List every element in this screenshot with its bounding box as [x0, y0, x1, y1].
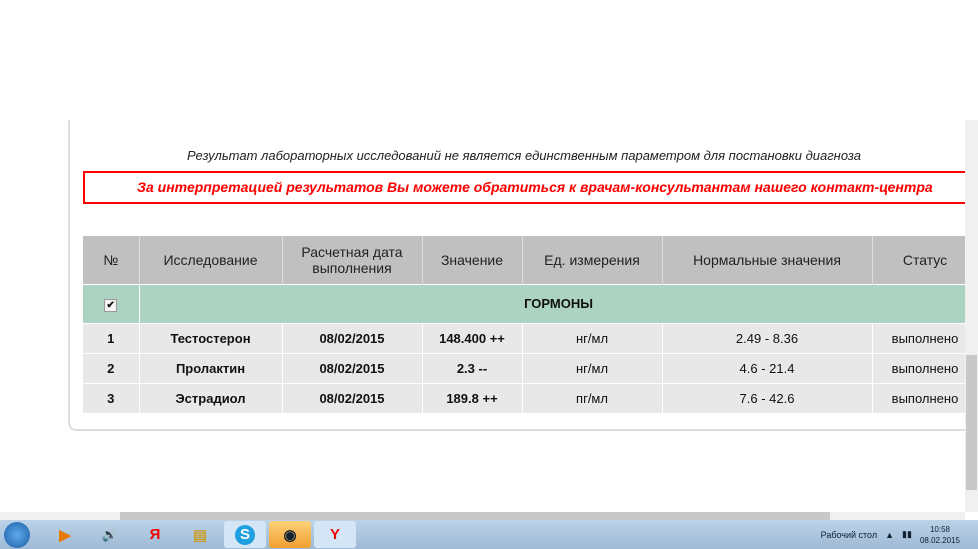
desktop-toolbar-label[interactable]: Рабочий стол — [820, 529, 878, 540]
start-button[interactable] — [4, 521, 30, 548]
row-date: 08/02/2015 — [282, 382, 423, 413]
col-date: Расчетная дата выполнения — [282, 236, 423, 284]
folder-icon[interactable]: ▤ — [192, 526, 208, 544]
row-status: выполнено — [872, 352, 978, 383]
table-header: № Исследование Расчетная дата выполнения… — [83, 236, 978, 284]
table-row: 2 Пролактин 08/02/2015 2.3 -- нг/мл 4.6 … — [83, 352, 978, 383]
disclaimer-text: Результат лабораторных исследований не я… — [186, 148, 862, 163]
vertical-scroll-thumb[interactable] — [966, 355, 977, 490]
col-unit: Ед. измерения — [522, 236, 663, 284]
clock-time: 10:58 — [929, 524, 950, 534]
row-unit: пг/мл — [522, 382, 663, 413]
table-row: 1 Тестостерон 08/02/2015 148.400 ++ нг/м… — [83, 322, 978, 353]
skype-icon[interactable]: S — [235, 524, 255, 545]
taskbar: ▶ 🔊 Я ▤ S ◉ Y Рабочий стол ▲ ▮▮ 10:58 08… — [0, 520, 978, 549]
horizontal-scroll-thumb[interactable] — [120, 512, 830, 520]
col-status: Статус — [872, 236, 978, 284]
row-norm: 7.6 - 42.6 — [662, 382, 873, 413]
clock[interactable]: 10:58 08.02.2015 — [920, 524, 960, 546]
group-row: ✔ ГОРМОНЫ — [83, 283, 978, 323]
group-checkbox[interactable]: ✔ — [104, 298, 118, 312]
row-norm: 2.49 - 8.36 — [662, 322, 873, 353]
row-value: 189.8 ++ — [422, 382, 523, 413]
media-player-icon[interactable]: ▶ — [59, 526, 71, 544]
row-date: 08/02/2015 — [282, 322, 423, 353]
col-value: Значение — [422, 236, 523, 284]
row-value: 2.3 -- — [422, 352, 523, 383]
col-norm: Нормальные значения — [662, 236, 873, 284]
tray-expand-icon[interactable]: ▲ — [885, 529, 895, 540]
row-number: 2 — [83, 352, 140, 383]
yandex-icon[interactable]: Я — [149, 526, 161, 543]
clock-date: 08.02.2015 — [919, 535, 960, 545]
results-table: № Исследование Расчетная дата выполнения… — [83, 236, 978, 413]
row-unit: нг/мл — [522, 352, 663, 383]
row-value: 148.400 ++ — [422, 322, 523, 353]
col-number: № — [83, 236, 140, 284]
row-status: выполнено — [872, 322, 978, 353]
row-test: Эстрадиол — [139, 382, 283, 413]
volume-icon[interactable]: 🔊 — [101, 526, 119, 542]
row-test: Пролактин — [139, 352, 283, 383]
row-date: 08/02/2015 — [282, 352, 423, 383]
col-test: Исследование — [139, 236, 283, 284]
yandex-browser-icon[interactable]: Y — [314, 521, 356, 548]
warning-box: За интерпретацией результатов Вы можете … — [83, 171, 978, 204]
row-number: 3 — [83, 382, 140, 413]
row-test: Тестостерон — [139, 322, 283, 353]
steam-icon[interactable]: ◉ — [269, 521, 311, 548]
row-number: 1 — [83, 322, 140, 353]
row-norm: 4.6 - 21.4 — [662, 352, 873, 383]
network-icon[interactable]: ▮▮ — [902, 529, 912, 539]
group-label: ГОРМОНЫ — [139, 283, 978, 323]
row-status: выполнено — [872, 382, 978, 413]
system-tray: Рабочий стол ▲ ▮▮ 10:58 08.02.2015 — [821, 524, 978, 546]
table-row: 3 Эстрадиол 08/02/2015 189.8 ++ пг/мл 7.… — [83, 382, 978, 413]
results-panel — [68, 120, 978, 431]
row-unit: нг/мл — [522, 322, 663, 353]
